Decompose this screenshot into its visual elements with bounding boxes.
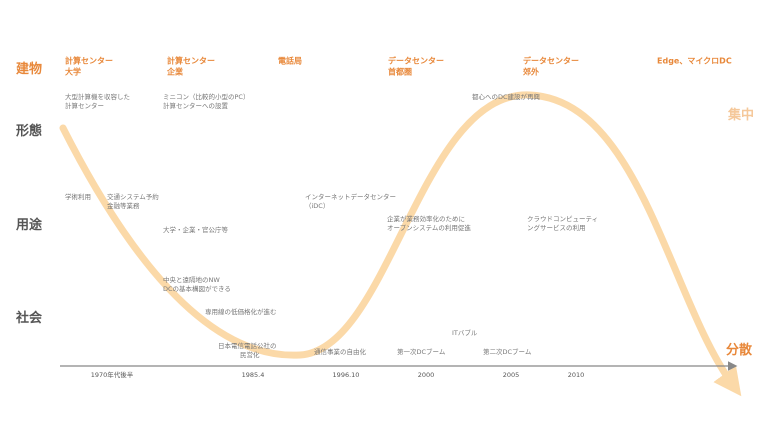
annotation: オープンシステムの利用促進 (387, 223, 471, 232)
annotation: 金融等業務 (107, 201, 140, 210)
annotation: 通信事業の自由化 (314, 347, 367, 356)
column-header: 大学 (65, 67, 81, 77)
annotation: 学術利用 (65, 192, 91, 201)
annotation: 日本電信電話公社の (218, 341, 277, 350)
annotation: 第一次DCブーム (397, 347, 446, 356)
timeline-label: 1996.10 (333, 371, 360, 379)
annotation: 専用線の低価格化が進む (205, 307, 277, 316)
annotation: 民営化 (240, 350, 260, 359)
trend-curve (59, 91, 742, 397)
annotation: 第二次DCブーム (483, 347, 532, 356)
row-label: 用途 (15, 217, 43, 233)
row-label: 建物 (16, 61, 42, 77)
timeline-label: 2010 (568, 371, 585, 379)
annotation: 大型計算機を収容した (65, 92, 130, 101)
column-header: 計算センター (167, 56, 215, 66)
annotation: クラウドコンピューティ (527, 215, 598, 223)
column-header: 企業 (166, 67, 184, 77)
annotation: 都心へのDC建設が再興 (472, 92, 541, 101)
column-header: データセンター (388, 56, 444, 66)
column-header: 電話局 (278, 56, 302, 66)
column-header: 郊外 (523, 67, 539, 77)
annotation: 交通システム予約 (107, 192, 159, 201)
annotation: 計算センター (65, 101, 104, 110)
annotation: ミニコン（比較的小型のPC） (163, 92, 249, 101)
annotation: ITバブル (452, 328, 478, 337)
label-top: 集中 (727, 107, 754, 123)
timeline-label: 1970年代後半 (91, 370, 134, 379)
column-header: 首都圏 (388, 67, 412, 77)
annotation: （iDC） (305, 202, 329, 210)
annotation: 大学・企業・官公庁等 (163, 225, 229, 234)
row-label: 形態 (16, 123, 42, 139)
timeline-label: 2000 (418, 371, 435, 379)
annotation: 中央と遠隔地のNW (163, 275, 220, 284)
column-header: Edge、マイクロDC (657, 56, 732, 66)
label-bottom: 分散 (726, 342, 753, 358)
timeline-label: 1985.4 (242, 371, 265, 379)
annotation: DCの基本構図ができる (163, 284, 231, 293)
column-header: 計算センター (65, 56, 113, 66)
annotation: 計算センターへの設置 (163, 101, 229, 110)
annotation: ングサービスの利用 (527, 223, 586, 232)
row-label: 社会 (15, 310, 43, 326)
annotation: インターネットデータセンター (305, 192, 396, 201)
timeline-label: 2005 (503, 371, 520, 379)
annotation: 企業が業務効率化のために (387, 214, 465, 223)
column-header: データセンター (523, 56, 579, 66)
